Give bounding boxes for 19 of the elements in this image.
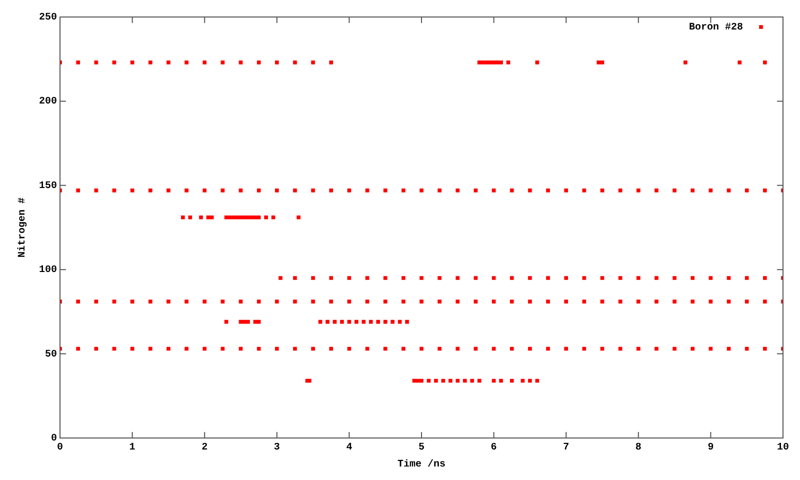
x-axis-title: Time /ns bbox=[397, 458, 446, 471]
y-tick-label: 50 bbox=[44, 349, 58, 360]
y-tick-label: 250 bbox=[38, 12, 58, 24]
x-tick-label: 7 bbox=[563, 442, 570, 454]
y-tick-label: 150 bbox=[38, 180, 58, 192]
y-tick-label: 100 bbox=[38, 265, 58, 276]
x-tick-label: 5 bbox=[418, 442, 425, 454]
x-tick-label: 6 bbox=[490, 442, 497, 454]
y-tick-label: 200 bbox=[38, 96, 58, 108]
x-tick-label: 10 bbox=[776, 442, 790, 454]
x-tick-label: 8 bbox=[635, 442, 642, 454]
x-tick-label: 1 bbox=[129, 442, 136, 454]
x-tick-label: 3 bbox=[274, 442, 280, 454]
x-tick-label: 4 bbox=[346, 442, 352, 454]
x-tick-label: 2 bbox=[202, 442, 208, 454]
x-tick-label: 9 bbox=[708, 442, 714, 454]
legend-label: Boron #28 bbox=[688, 22, 743, 34]
y-axis-title: Nitrogen # bbox=[16, 197, 29, 258]
y-tick-label: 0 bbox=[50, 434, 58, 445]
